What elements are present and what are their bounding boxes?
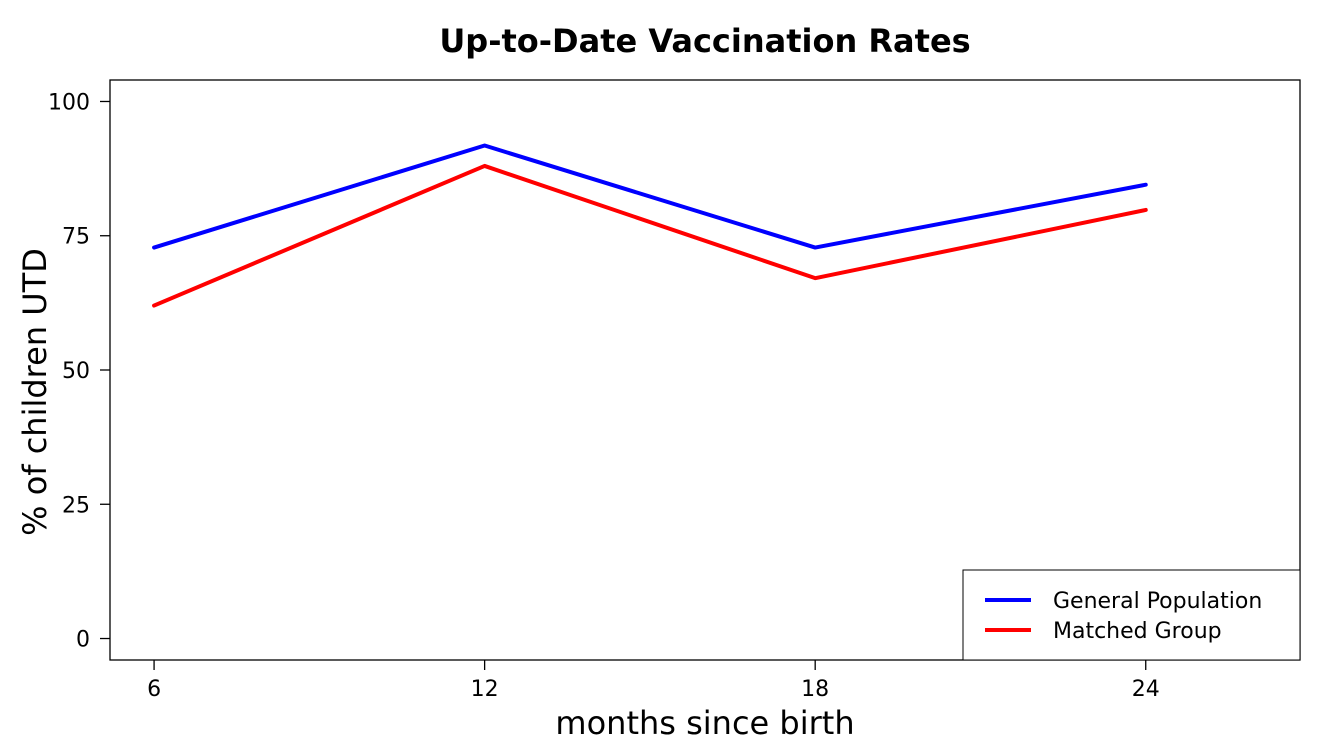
y-axis-label: % of children UTD — [16, 248, 54, 536]
x-tick-label: 18 — [801, 677, 829, 702]
x-axis: 6 12 18 24 — [147, 660, 1160, 702]
legend-label: General Population — [1053, 589, 1262, 614]
y-tick-label: 25 — [62, 493, 90, 518]
legend-label: Matched Group — [1053, 619, 1222, 644]
x-tick-label: 12 — [471, 677, 499, 702]
legend: General Population Matched Group — [962, 569, 1301, 661]
series-line-general-population — [152, 143, 1148, 250]
y-tick-label: 75 — [62, 225, 90, 250]
y-axis: 0 25 50 75 100 — [48, 90, 110, 653]
series-layer — [152, 143, 1148, 308]
chart-title: Up-to-Date Vaccination Rates — [439, 22, 970, 60]
y-tick-label: 100 — [48, 90, 90, 115]
series-line-matched-group — [152, 163, 1148, 308]
y-tick-label: 50 — [62, 359, 90, 384]
x-tick-label: 24 — [1132, 677, 1160, 702]
legend-box — [962, 569, 1301, 661]
y-tick-label: 0 — [76, 628, 90, 653]
x-tick-label: 6 — [147, 677, 161, 702]
x-axis-label: months since birth — [555, 704, 854, 742]
